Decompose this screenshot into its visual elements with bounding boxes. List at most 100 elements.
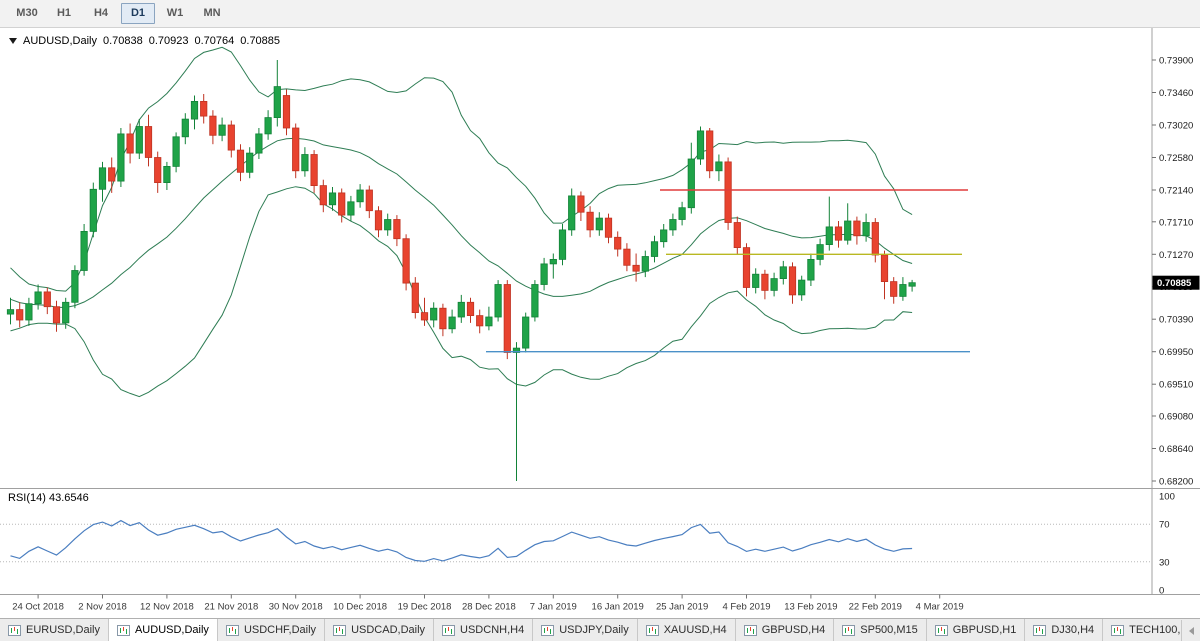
chart-icon: [1111, 624, 1125, 636]
svg-text:0.73020: 0.73020: [1159, 121, 1193, 132]
chart-tab-usdchf-daily[interactable]: USDCHF,Daily: [218, 619, 326, 641]
hlines-layer: [486, 189, 970, 353]
svg-text:0.69510: 0.69510: [1159, 380, 1193, 391]
svg-text:0.71270: 0.71270: [1159, 250, 1193, 261]
price-axis: 0.73900 0.73460 0.73020 0.72580 0.72140 0.717…: [1152, 56, 1193, 488]
ohlc-low: 0.70764: [194, 35, 235, 47]
chart-frame: [0, 28, 1200, 595]
chart-tab-label: AUDUSD,Daily: [134, 624, 209, 636]
svg-text:0.69950: 0.69950: [1159, 347, 1193, 358]
candles-layer: [6, 60, 916, 481]
timeframe-button-mn[interactable]: MN: [203, 7, 221, 19]
chart-icon: [116, 624, 130, 636]
svg-text:70: 70: [1159, 520, 1170, 531]
symbol-marker-icon: [9, 38, 17, 44]
scroll-left-icon: [1188, 626, 1194, 635]
timeframe-button-w1[interactable]: W1: [166, 7, 184, 19]
svg-text:12 Nov 2018: 12 Nov 2018: [140, 602, 194, 613]
chart-tab-label: EURUSD,Daily: [26, 624, 100, 636]
svg-text:0.68640: 0.68640: [1159, 444, 1193, 455]
svg-text:0.70885: 0.70885: [1157, 278, 1192, 289]
chart-tab-tech100-h1[interactable]: TECH100,H1: [1103, 619, 1200, 641]
svg-text:0.73460: 0.73460: [1159, 88, 1193, 99]
ohlc-high: 0.70923: [148, 35, 189, 47]
chart-icon: [541, 624, 555, 636]
chart-icon: [8, 624, 21, 636]
svg-text:13 Feb 2019: 13 Feb 2019: [784, 602, 837, 613]
chart-tab-label: GBPUSD,H1: [952, 624, 1017, 636]
chart-tab-sp500-m15[interactable]: SP500,M15: [834, 619, 927, 641]
timeframe-button-h4[interactable]: H4: [93, 7, 109, 19]
chart-icon: [743, 624, 757, 636]
svg-text:4 Mar 2019: 4 Mar 2019: [916, 602, 964, 613]
tabs-scroll-left[interactable]: [1181, 620, 1200, 641]
chart-icon: [442, 624, 456, 636]
svg-text:21 Nov 2018: 21 Nov 2018: [204, 602, 258, 613]
svg-text:0.73900: 0.73900: [1159, 56, 1193, 67]
svg-text:2 Nov 2018: 2 Nov 2018: [78, 602, 127, 613]
svg-text:19 Dec 2018: 19 Dec 2018: [398, 602, 452, 613]
svg-text:4 Feb 2019: 4 Feb 2019: [722, 602, 770, 613]
svg-text:25 Jan 2019: 25 Jan 2019: [656, 602, 708, 613]
ohlc-open: 0.70838: [102, 35, 143, 47]
chart-icon: [1033, 624, 1047, 636]
svg-text:0.68200: 0.68200: [1159, 477, 1193, 488]
timeframe-button-m30[interactable]: M30: [16, 7, 38, 19]
chart-tab-usdjpy-daily[interactable]: USDJPY,Daily: [533, 619, 638, 641]
chart-tab-gbpusd-h1[interactable]: GBPUSD,H1: [927, 619, 1026, 641]
chart-icon: [333, 624, 347, 636]
bollinger-middle-band: [10, 137, 913, 309]
chart-tabs-bar: EURUSD,Daily AUDUSD,Daily USDCHF,Daily USDC…: [0, 618, 1200, 641]
current-price-badge: 0.70885: [1152, 275, 1200, 290]
date-axis: 24 Oct 2018 2 Nov 2018 12 Nov 2018 21 Nov 2…: [12, 594, 964, 613]
svg-text:0.72140: 0.72140: [1159, 186, 1193, 197]
svg-text:0: 0: [1159, 586, 1164, 597]
svg-text:16 Jan 2019: 16 Jan 2019: [592, 602, 644, 613]
ohlc-close: 0.70885: [240, 35, 281, 47]
svg-text:10 Dec 2018: 10 Dec 2018: [333, 602, 387, 613]
chart-tab-label: SP500,M15: [860, 624, 918, 636]
rsi-indicator-label: RSI(14) 43.6546: [8, 492, 89, 504]
chart-window: 0.73900 0.73460 0.73020 0.72580 0.72140 0.717…: [0, 28, 1200, 618]
bollinger-lower-band: [10, 186, 913, 398]
chart-tab-audusd-daily[interactable]: AUDUSD,Daily: [108, 619, 218, 641]
chart-icon: [225, 624, 239, 636]
svg-text:28 Dec 2018: 28 Dec 2018: [462, 602, 516, 613]
timeframe-button-d1[interactable]: D1: [121, 3, 155, 24]
chart-icon: [934, 624, 948, 636]
chart-tab-gbpusd-h4[interactable]: GBPUSD,H4: [736, 619, 835, 641]
timeframe-toolbar: M30 H1 H4 D1 W1 MN: [0, 0, 1200, 28]
svg-text:0.72580: 0.72580: [1159, 153, 1193, 164]
chart-tab-dj30-h4[interactable]: DJ30,H4: [1025, 619, 1104, 641]
chart-tab-label: TECH100,H1: [1129, 624, 1195, 636]
svg-text:22 Feb 2019: 22 Feb 2019: [849, 602, 902, 613]
chart-tab-label: USDCHF,Daily: [243, 624, 317, 636]
svg-text:0.70390: 0.70390: [1159, 315, 1193, 326]
svg-text:0.71710: 0.71710: [1159, 217, 1193, 228]
svg-text:7 Jan 2019: 7 Jan 2019: [530, 602, 577, 613]
svg-text:0.69080: 0.69080: [1159, 412, 1193, 423]
chart-icon: [842, 624, 856, 636]
bollinger-upper-band: [10, 46, 913, 292]
chart-tab-xauusd-h4[interactable]: XAUUSD,H4: [638, 619, 736, 641]
chart-tab-label: USDJPY,Daily: [559, 624, 629, 636]
svg-text:24 Oct 2018: 24 Oct 2018: [12, 602, 64, 613]
rsi-pane: 100 70 30 0: [0, 492, 1175, 597]
timeframe-button-h1[interactable]: H1: [56, 7, 72, 19]
chart-tab-label: USDCNH,H4: [460, 624, 525, 636]
chart-tab-eurusd-daily[interactable]: EURUSD,Daily: [0, 619, 109, 641]
chart-tab-label: XAUUSD,H4: [663, 624, 727, 636]
chart-tab-usdcnh-h4[interactable]: USDCNH,H4: [434, 619, 534, 641]
rsi-line: [10, 519, 913, 562]
chart-tab-label: GBPUSD,H4: [761, 624, 826, 636]
chart-canvas[interactable]: 0.73900 0.73460 0.73020 0.72580 0.72140 0.717…: [0, 28, 1200, 618]
svg-text:30 Nov 2018: 30 Nov 2018: [269, 602, 323, 613]
svg-text:30: 30: [1159, 557, 1170, 568]
chart-symbol-label: AUDUSD,Daily: [23, 35, 97, 47]
chart-tab-usdcad-daily[interactable]: USDCAD,Daily: [325, 619, 435, 641]
svg-text:100: 100: [1159, 492, 1175, 503]
chart-tab-label: USDCAD,Daily: [351, 624, 426, 636]
chart-title: AUDUSD,Daily 0.70838 0.70923 0.70764 0.7…: [9, 35, 280, 47]
chart-tab-label: DJ30,H4: [1051, 624, 1095, 636]
chart-icon: [645, 624, 659, 636]
